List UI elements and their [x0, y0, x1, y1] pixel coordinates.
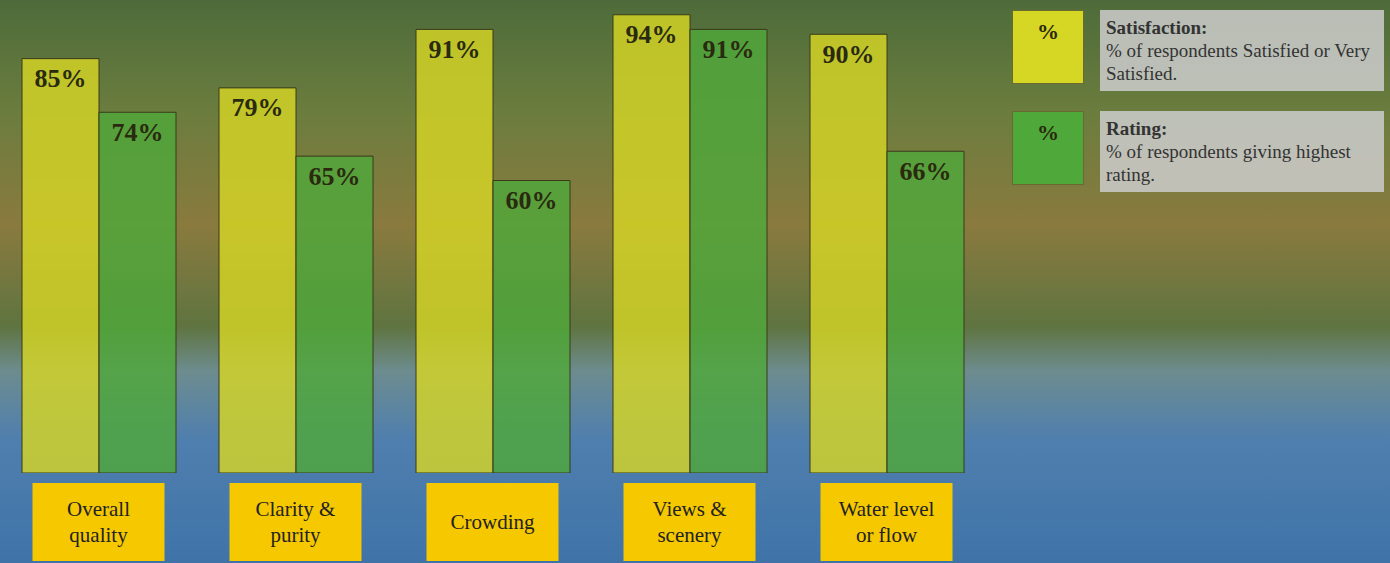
svg-text:79%: 79%: [232, 93, 284, 122]
svg-text:purity: purity: [270, 523, 321, 547]
svg-text:60%: 60%: [506, 186, 558, 215]
svg-text:85%: 85%: [35, 64, 87, 93]
svg-text:Overall: Overall: [67, 497, 130, 521]
html-text:% of respondents Satisfied or: % of respondents Satisfied or Very Satis…: [1106, 40, 1370, 84]
svg-text:Views &: Views &: [653, 497, 727, 521]
svg-text:65%: 65%: [309, 162, 361, 191]
svg-text:scenery: scenery: [657, 523, 722, 547]
svg-text:66%: 66%: [900, 157, 952, 186]
svg-text:or flow: or flow: [856, 523, 918, 547]
svg-text:quality: quality: [69, 523, 128, 547]
html-text:Satisfaction:: Satisfaction:: [1106, 17, 1208, 38]
svg-text:Clarity &: Clarity &: [256, 497, 336, 521]
svg-text:Crowding: Crowding: [451, 510, 536, 534]
svg-text:74%: 74%: [112, 118, 164, 147]
svg-text:90%: 90%: [823, 40, 875, 69]
svg-text:Water level: Water level: [839, 497, 935, 521]
svg-text:94%: 94%: [626, 20, 678, 49]
html-text:% of respondents giving highes: % of respondents giving highest rating.: [1106, 141, 1351, 185]
svg-text:91%: 91%: [429, 35, 481, 64]
html-text:Rating:: Rating:: [1106, 118, 1168, 139]
svg-text:91%: 91%: [703, 35, 755, 64]
